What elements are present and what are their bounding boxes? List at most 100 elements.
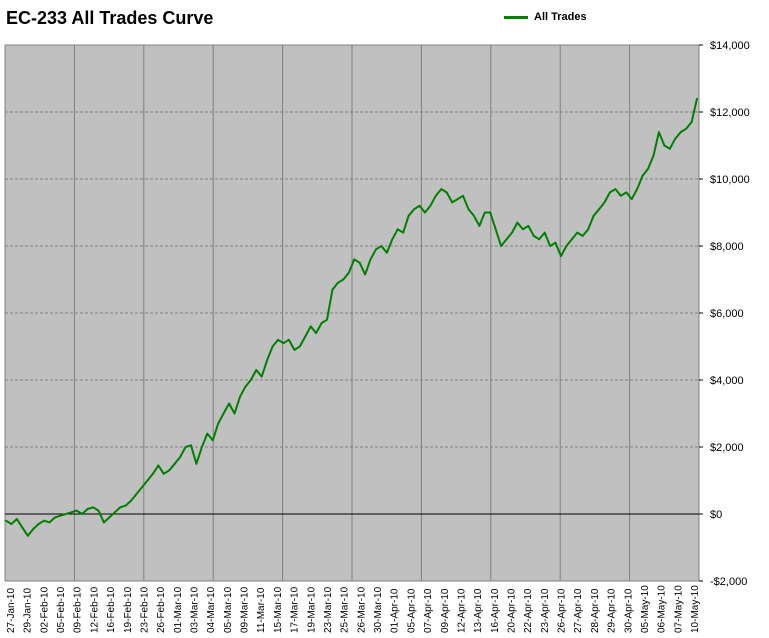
data-point — [81, 513, 84, 515]
data-point — [16, 518, 18, 520]
data-point — [152, 472, 154, 475]
data-point — [162, 472, 165, 475]
data-point — [255, 369, 258, 371]
legend-swatch — [504, 15, 528, 19]
x-tick-label: 25-Mar-10 — [340, 586, 351, 633]
data-point — [554, 241, 557, 244]
data-point — [201, 446, 203, 448]
x-tick-label: 19-Feb-10 — [123, 586, 134, 633]
x-tick-label: 20-Apr-10 — [506, 588, 517, 633]
data-point — [581, 235, 584, 237]
data-point — [587, 228, 590, 231]
data-point — [668, 147, 671, 150]
data-point — [598, 208, 600, 211]
data-point — [418, 204, 421, 207]
data-point — [571, 238, 573, 241]
data-point — [603, 201, 606, 204]
data-point — [108, 516, 111, 519]
y-tick-label: $10,000 — [710, 174, 750, 186]
data-point — [679, 131, 682, 134]
data-point — [337, 281, 339, 284]
data-point — [217, 422, 220, 425]
x-tick-label: 28-Apr-10 — [590, 588, 601, 633]
data-point — [48, 521, 51, 524]
data-point — [440, 188, 443, 191]
data-point — [674, 137, 677, 140]
data-point — [260, 375, 263, 378]
data-point — [320, 322, 323, 324]
x-tick-label: 06-May-10 — [657, 585, 668, 633]
data-point — [266, 359, 269, 361]
data-point — [190, 444, 192, 447]
data-point — [233, 412, 236, 415]
x-tick-label: 22-Apr-10 — [523, 588, 534, 633]
x-tick-label: 01-Apr-10 — [390, 588, 401, 633]
y-tick-label: $14,000 — [710, 40, 750, 52]
data-point — [298, 345, 301, 348]
data-point — [92, 506, 94, 509]
data-point — [10, 523, 13, 525]
data-point — [130, 499, 133, 502]
data-point — [70, 511, 73, 514]
data-point — [451, 201, 454, 204]
data-point — [249, 379, 252, 381]
y-tick-label: $6,000 — [710, 308, 744, 320]
data-point — [407, 214, 410, 217]
data-point — [527, 225, 530, 227]
data-point — [532, 235, 535, 237]
data-point — [59, 514, 62, 517]
data-point — [456, 198, 459, 201]
data-point — [369, 258, 372, 261]
data-point — [505, 238, 508, 241]
data-point — [353, 258, 356, 261]
x-tick-label: 07-Apr-10 — [423, 588, 434, 633]
data-point — [206, 432, 209, 435]
data-point — [347, 271, 350, 274]
x-tick-label: 15-Mar-10 — [273, 586, 284, 633]
data-point — [511, 231, 513, 234]
x-tick-label: 09-Apr-10 — [440, 588, 451, 633]
x-tick-label: 26-Feb-10 — [156, 586, 167, 633]
data-point — [685, 127, 687, 130]
x-tick-label: 30-Mar-10 — [373, 586, 384, 633]
data-point — [483, 211, 486, 214]
data-point — [592, 214, 595, 217]
data-point — [309, 325, 312, 328]
data-point — [364, 273, 366, 276]
y-tick-label: $4,000 — [710, 375, 744, 387]
data-point — [522, 228, 524, 231]
data-point — [467, 208, 470, 211]
x-tick-label: 05-Apr-10 — [406, 588, 417, 633]
data-point — [473, 214, 475, 217]
x-tick-label: 10-May-10 — [690, 585, 701, 633]
data-point — [429, 204, 432, 207]
data-point — [619, 194, 622, 197]
data-point — [380, 245, 383, 247]
data-point — [543, 231, 546, 234]
x-axis-tick-labels: 27-Jan-10 29-Jan-10 02-Feb-10 05-Feb-10 09-F… — [6, 585, 701, 633]
data-point — [135, 493, 138, 495]
data-point — [157, 464, 160, 467]
data-point — [141, 486, 143, 489]
x-tick-label: 23-Mar-10 — [323, 586, 334, 633]
data-point — [630, 198, 633, 201]
data-point — [195, 462, 198, 465]
data-point — [184, 446, 187, 448]
data-point — [614, 188, 617, 191]
data-point — [37, 523, 40, 525]
data-point — [636, 188, 638, 191]
data-point — [326, 318, 328, 321]
data-point — [97, 509, 100, 512]
x-tick-label: 23-Feb-10 — [139, 586, 150, 633]
horizontal-gridlines — [5, 111, 699, 515]
x-tick-label: 09-Mar-10 — [240, 586, 251, 633]
data-point — [103, 521, 105, 524]
data-point — [690, 121, 693, 123]
x-tick-label: 12-Feb-10 — [89, 586, 100, 633]
x-tick-label: 02-Feb-10 — [39, 586, 50, 633]
x-tick-label: 29-Apr-10 — [607, 588, 618, 633]
data-point — [54, 516, 56, 519]
x-tick-label: 05-May-10 — [640, 585, 651, 633]
data-point — [434, 194, 437, 197]
x-tick-label: 04-Mar-10 — [206, 586, 217, 633]
